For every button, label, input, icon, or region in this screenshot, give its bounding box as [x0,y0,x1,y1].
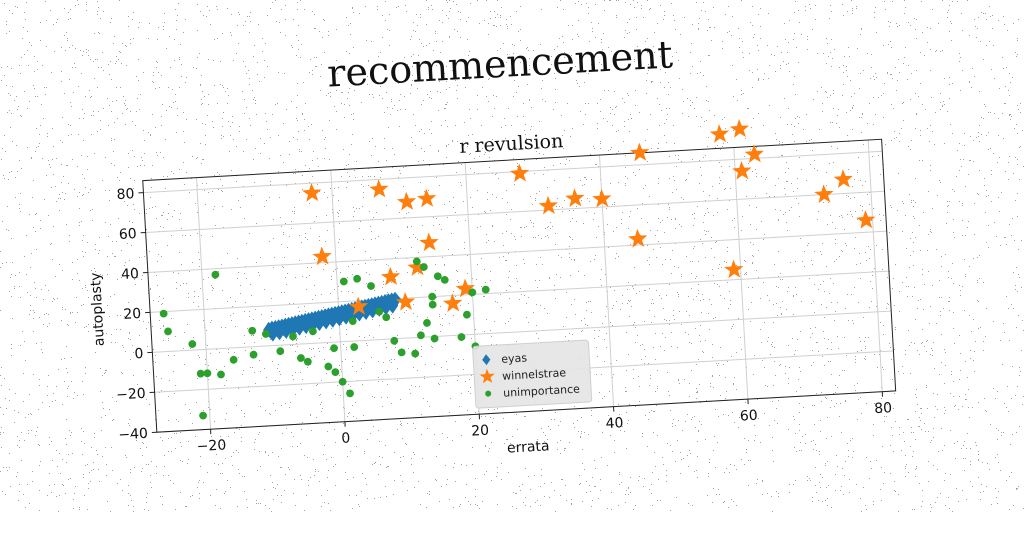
axis-ticks: −20 0 20 40 60 80 −40 −20 0 20 40 60 80 [105,145,893,460]
unimportance-point [230,356,238,364]
unimportance-point [390,337,398,345]
unimportance-point [248,327,256,335]
unimportance-point [441,276,449,284]
x-tick-label: 20 [471,423,490,440]
unimportance-point [330,344,338,352]
y-grid-line [146,191,885,232]
winnelstrae-point [729,118,749,137]
winnelstrae-point [395,291,415,310]
x-tick-label: −20 [196,437,226,455]
chart-subtitle: r revulsion [459,130,564,158]
winnelstrae-point [380,266,400,285]
unimportance-point [411,350,419,358]
y-tick-label: 20 [123,306,142,323]
unimportance-point [217,370,225,378]
unimportance-point [463,311,471,319]
unimportance-point [457,333,465,341]
y-tick-label: −20 [116,386,146,404]
unimportance-point [428,293,436,301]
unimportance-point [203,369,211,377]
y-tick-label: 80 [116,186,135,203]
unimportance-point [382,313,390,321]
winnelstrae-point [709,124,729,143]
x-tick-label: 80 [874,400,893,417]
unimportance-point [430,334,438,342]
x-tick-label: 60 [740,408,759,425]
unimportance-point [423,319,431,327]
winnelstrae-point [417,188,437,207]
y-axis-label: autoplasty [88,272,108,347]
unimportance-point [350,343,358,351]
x-grid-line [868,140,882,392]
winnelstrae-point [630,142,650,161]
y-tick-label: −40 [118,426,148,444]
y-tick-label: 0 [134,346,144,362]
x-grid-line [196,178,210,430]
y-grid-line [150,271,889,312]
winnelstrae-point [565,188,585,207]
unimportance-point [367,282,375,290]
unimportance-point [211,271,219,279]
legend-label: eyas [501,351,528,365]
winnelstrae-point [419,232,439,251]
unimportance-point [339,378,347,386]
series-eyas [261,291,403,342]
unimportance-point [276,347,284,355]
unimportance-point [199,411,207,419]
y-tick-label: 60 [118,226,137,243]
unimportance-point [340,277,348,285]
y-grid-line [148,231,887,272]
unimportance-point [429,300,437,308]
x-axis-label: errata [507,438,550,456]
x-tick-label: 40 [605,415,624,432]
unimportance-point [482,286,490,294]
winnelstrae-point [302,182,322,201]
winnelstrae-point [397,191,417,210]
winnelstrae-point [369,179,389,198]
unimportance-point [434,272,442,280]
unimportance-point [188,340,196,348]
winnelstrae-point [538,195,558,214]
unimportance-point [398,348,406,356]
x-tick-label: 0 [341,430,351,446]
unimportance-point [417,331,425,339]
series-winnelstrae [299,112,879,320]
winnelstrae-point [833,169,853,188]
unimportance-point [331,368,339,376]
series-unimportance [157,254,496,422]
y-tick-label: 40 [121,266,140,283]
unimportance-point [324,362,332,370]
unimportance-point [164,327,172,335]
unimportance-point [304,358,312,366]
unimportance-point [160,310,168,318]
unimportance-point [353,275,361,283]
unimportance-point [249,351,257,359]
winnelstrae-point [814,184,834,203]
winnelstrae-point [509,163,529,182]
unimportance-point [297,354,305,362]
unimportance-point [346,389,354,397]
